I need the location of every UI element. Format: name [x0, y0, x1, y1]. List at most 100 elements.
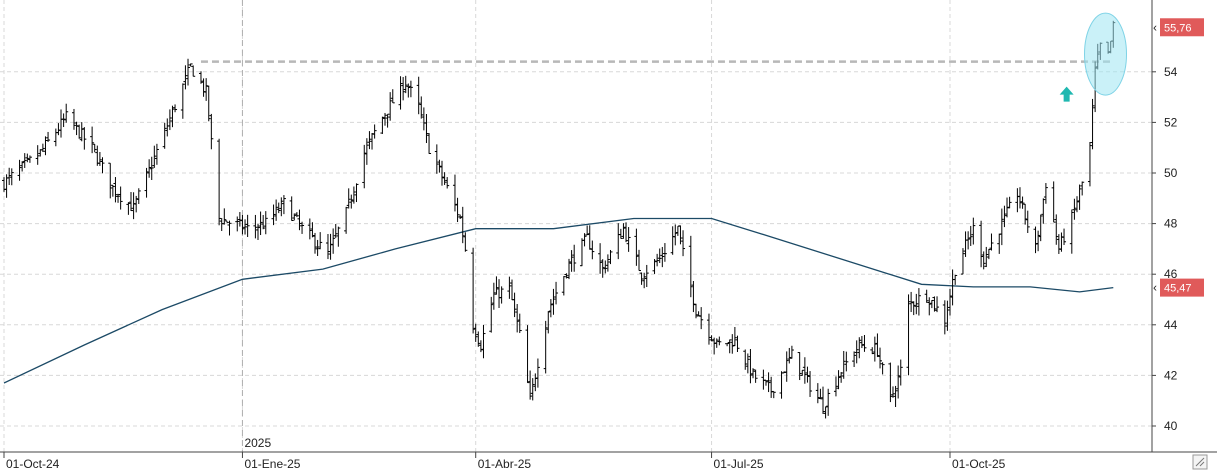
price-bar: [605, 254, 610, 272]
price-bar: [445, 177, 450, 189]
price-bar: [743, 349, 748, 370]
price-bar: [909, 291, 914, 313]
price-bar: [1023, 203, 1028, 225]
price-bar: [548, 299, 553, 318]
price-bar: [551, 288, 556, 315]
price-bar: [388, 92, 393, 121]
price-bar: [372, 124, 377, 139]
price-bar: [336, 226, 341, 247]
price-bar: [473, 323, 478, 342]
price-bar: [699, 307, 704, 330]
price-bar: [706, 313, 711, 345]
price-bar: [981, 251, 986, 270]
price-bar: [362, 144, 367, 189]
y-tick-label: 42: [1164, 368, 1178, 382]
price-bar: [826, 388, 831, 416]
price-bar: [815, 383, 820, 404]
price-bar: [416, 76, 421, 115]
current-price-tag: ‹ 55,76: [1153, 18, 1204, 37]
price-bar: [82, 127, 87, 150]
price-bar: [20, 161, 25, 172]
year-label: 2025: [244, 436, 271, 450]
price-bar: [880, 362, 885, 375]
price-bar: [911, 301, 916, 316]
price-bar: [43, 136, 48, 156]
price-bar: [206, 85, 211, 122]
price-bar: [751, 368, 756, 379]
price-bar: [636, 249, 641, 272]
price-bar: [966, 231, 971, 250]
price-bar: [694, 303, 699, 319]
price-bar: [118, 186, 123, 210]
price-bar: [528, 370, 533, 400]
price-bar: [841, 350, 846, 379]
price-bar: [852, 351, 857, 367]
price-bar: [92, 143, 97, 153]
price-bar: [735, 335, 740, 352]
price-bar: [349, 194, 354, 209]
price-bar: [784, 351, 789, 382]
price-bar: [673, 224, 678, 246]
price-bar: [1077, 184, 1082, 210]
price-bar: [476, 331, 481, 347]
price-bar: [564, 273, 569, 279]
price-bar: [1033, 226, 1038, 254]
axes: [0, 0, 1217, 453]
price-bar: [152, 145, 157, 168]
price-bar: [878, 347, 883, 369]
price-bar: [1062, 228, 1067, 246]
price-bar: [313, 232, 318, 254]
price-bar: [929, 299, 934, 309]
price-bar: [1041, 198, 1046, 224]
price-bar: [173, 104, 178, 113]
price-bar: [582, 233, 587, 247]
price-bar: [46, 131, 51, 142]
moving-average: [3, 217, 1114, 384]
resize-icon[interactable]: [1192, 454, 1208, 470]
price-bar: [906, 294, 911, 376]
price-bar: [79, 122, 84, 142]
price-bar: [471, 247, 476, 334]
price-bar: [406, 83, 411, 98]
y-tick-label: 48: [1164, 217, 1178, 231]
price-bar: [608, 249, 613, 265]
price-bar: [896, 365, 901, 399]
price-bar: [1069, 209, 1074, 254]
price-bar: [128, 192, 133, 212]
price-bar: [789, 345, 794, 359]
price-bar: [294, 212, 299, 218]
price-bar: [35, 145, 40, 165]
price-bar: [953, 274, 958, 285]
price-bar: [836, 370, 841, 390]
price-bar: [1002, 205, 1007, 228]
price-bar: [660, 246, 665, 268]
tag-pointer: ‹: [1153, 20, 1157, 34]
price-bar: [434, 144, 439, 174]
price-bar: [872, 336, 877, 362]
price-bar: [408, 80, 413, 98]
price-bar: [136, 188, 141, 204]
price-bar: [427, 133, 432, 154]
price-bar: [1038, 214, 1043, 242]
price-bar: [727, 339, 732, 354]
price-bar: [948, 288, 952, 316]
price-bar: [927, 297, 932, 316]
price-bar: [808, 371, 813, 397]
price-bar: [572, 244, 577, 272]
price-bar: [732, 327, 737, 347]
price-bar: [222, 208, 227, 225]
price-bar: [186, 58, 191, 86]
price-bar: [61, 113, 66, 128]
price-bar: [367, 131, 372, 150]
price-bar: [890, 386, 895, 398]
price-bar: [224, 220, 229, 223]
price-bar: [126, 202, 131, 215]
price-bar: [512, 292, 517, 318]
price-bar: [935, 296, 940, 313]
price-bar: [71, 108, 76, 130]
price-bar: [460, 206, 465, 244]
price-bar: [491, 282, 496, 310]
price-bar: [745, 353, 750, 374]
price-bar: [297, 209, 302, 231]
